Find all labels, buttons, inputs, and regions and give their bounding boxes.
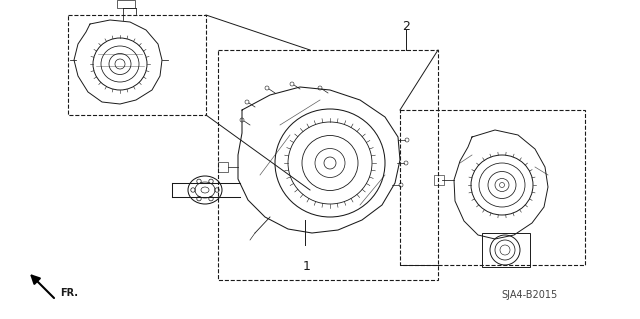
Text: 2: 2	[402, 20, 410, 33]
Text: SJA4-B2015: SJA4-B2015	[502, 290, 558, 300]
Bar	[400, 110, 585, 265]
Bar	[434, 175, 444, 185]
Bar	[218, 50, 438, 280]
Bar	[218, 162, 228, 172]
Bar	[482, 233, 530, 267]
Bar	[117, 0, 135, 8]
Text: 1: 1	[303, 260, 311, 273]
Bar	[68, 15, 206, 115]
Text: FR.: FR.	[60, 288, 78, 298]
